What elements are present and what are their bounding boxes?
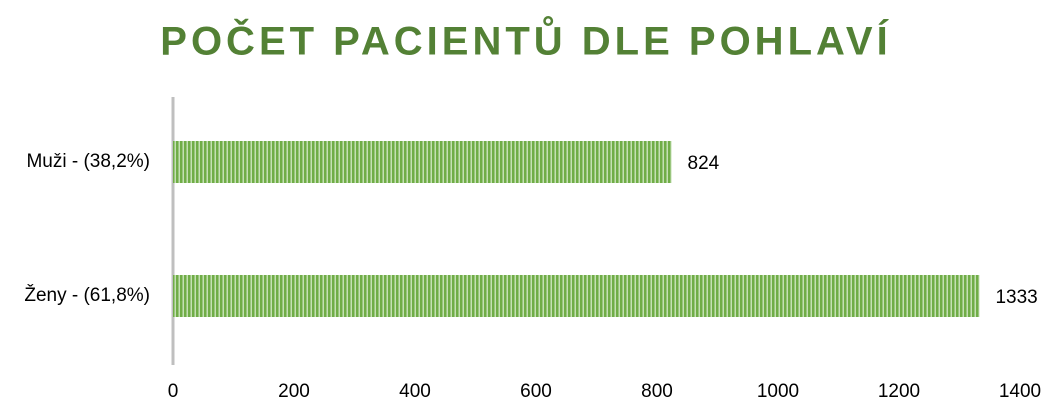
chart-title: POČET PACIENTŮ DLE POHLAVÍ xyxy=(160,15,891,64)
y-tick-label: Muži - (38,2%) xyxy=(26,151,150,172)
data-label: 1333 xyxy=(995,287,1037,308)
x-tick-label: 800 xyxy=(641,381,673,402)
x-tick-label: 1200 xyxy=(878,381,920,402)
bar xyxy=(173,141,672,183)
x-tick-label: 1400 xyxy=(999,381,1041,402)
x-tick-label: 600 xyxy=(520,381,552,402)
x-tick-label: 400 xyxy=(399,381,431,402)
bar xyxy=(173,275,980,317)
x-tick-label: 200 xyxy=(278,381,310,402)
x-tick-label: 0 xyxy=(168,381,179,402)
x-tick-label: 1000 xyxy=(757,381,799,402)
data-label: 824 xyxy=(688,153,720,174)
y-tick-label: Ženy - (61,8%) xyxy=(24,284,150,306)
